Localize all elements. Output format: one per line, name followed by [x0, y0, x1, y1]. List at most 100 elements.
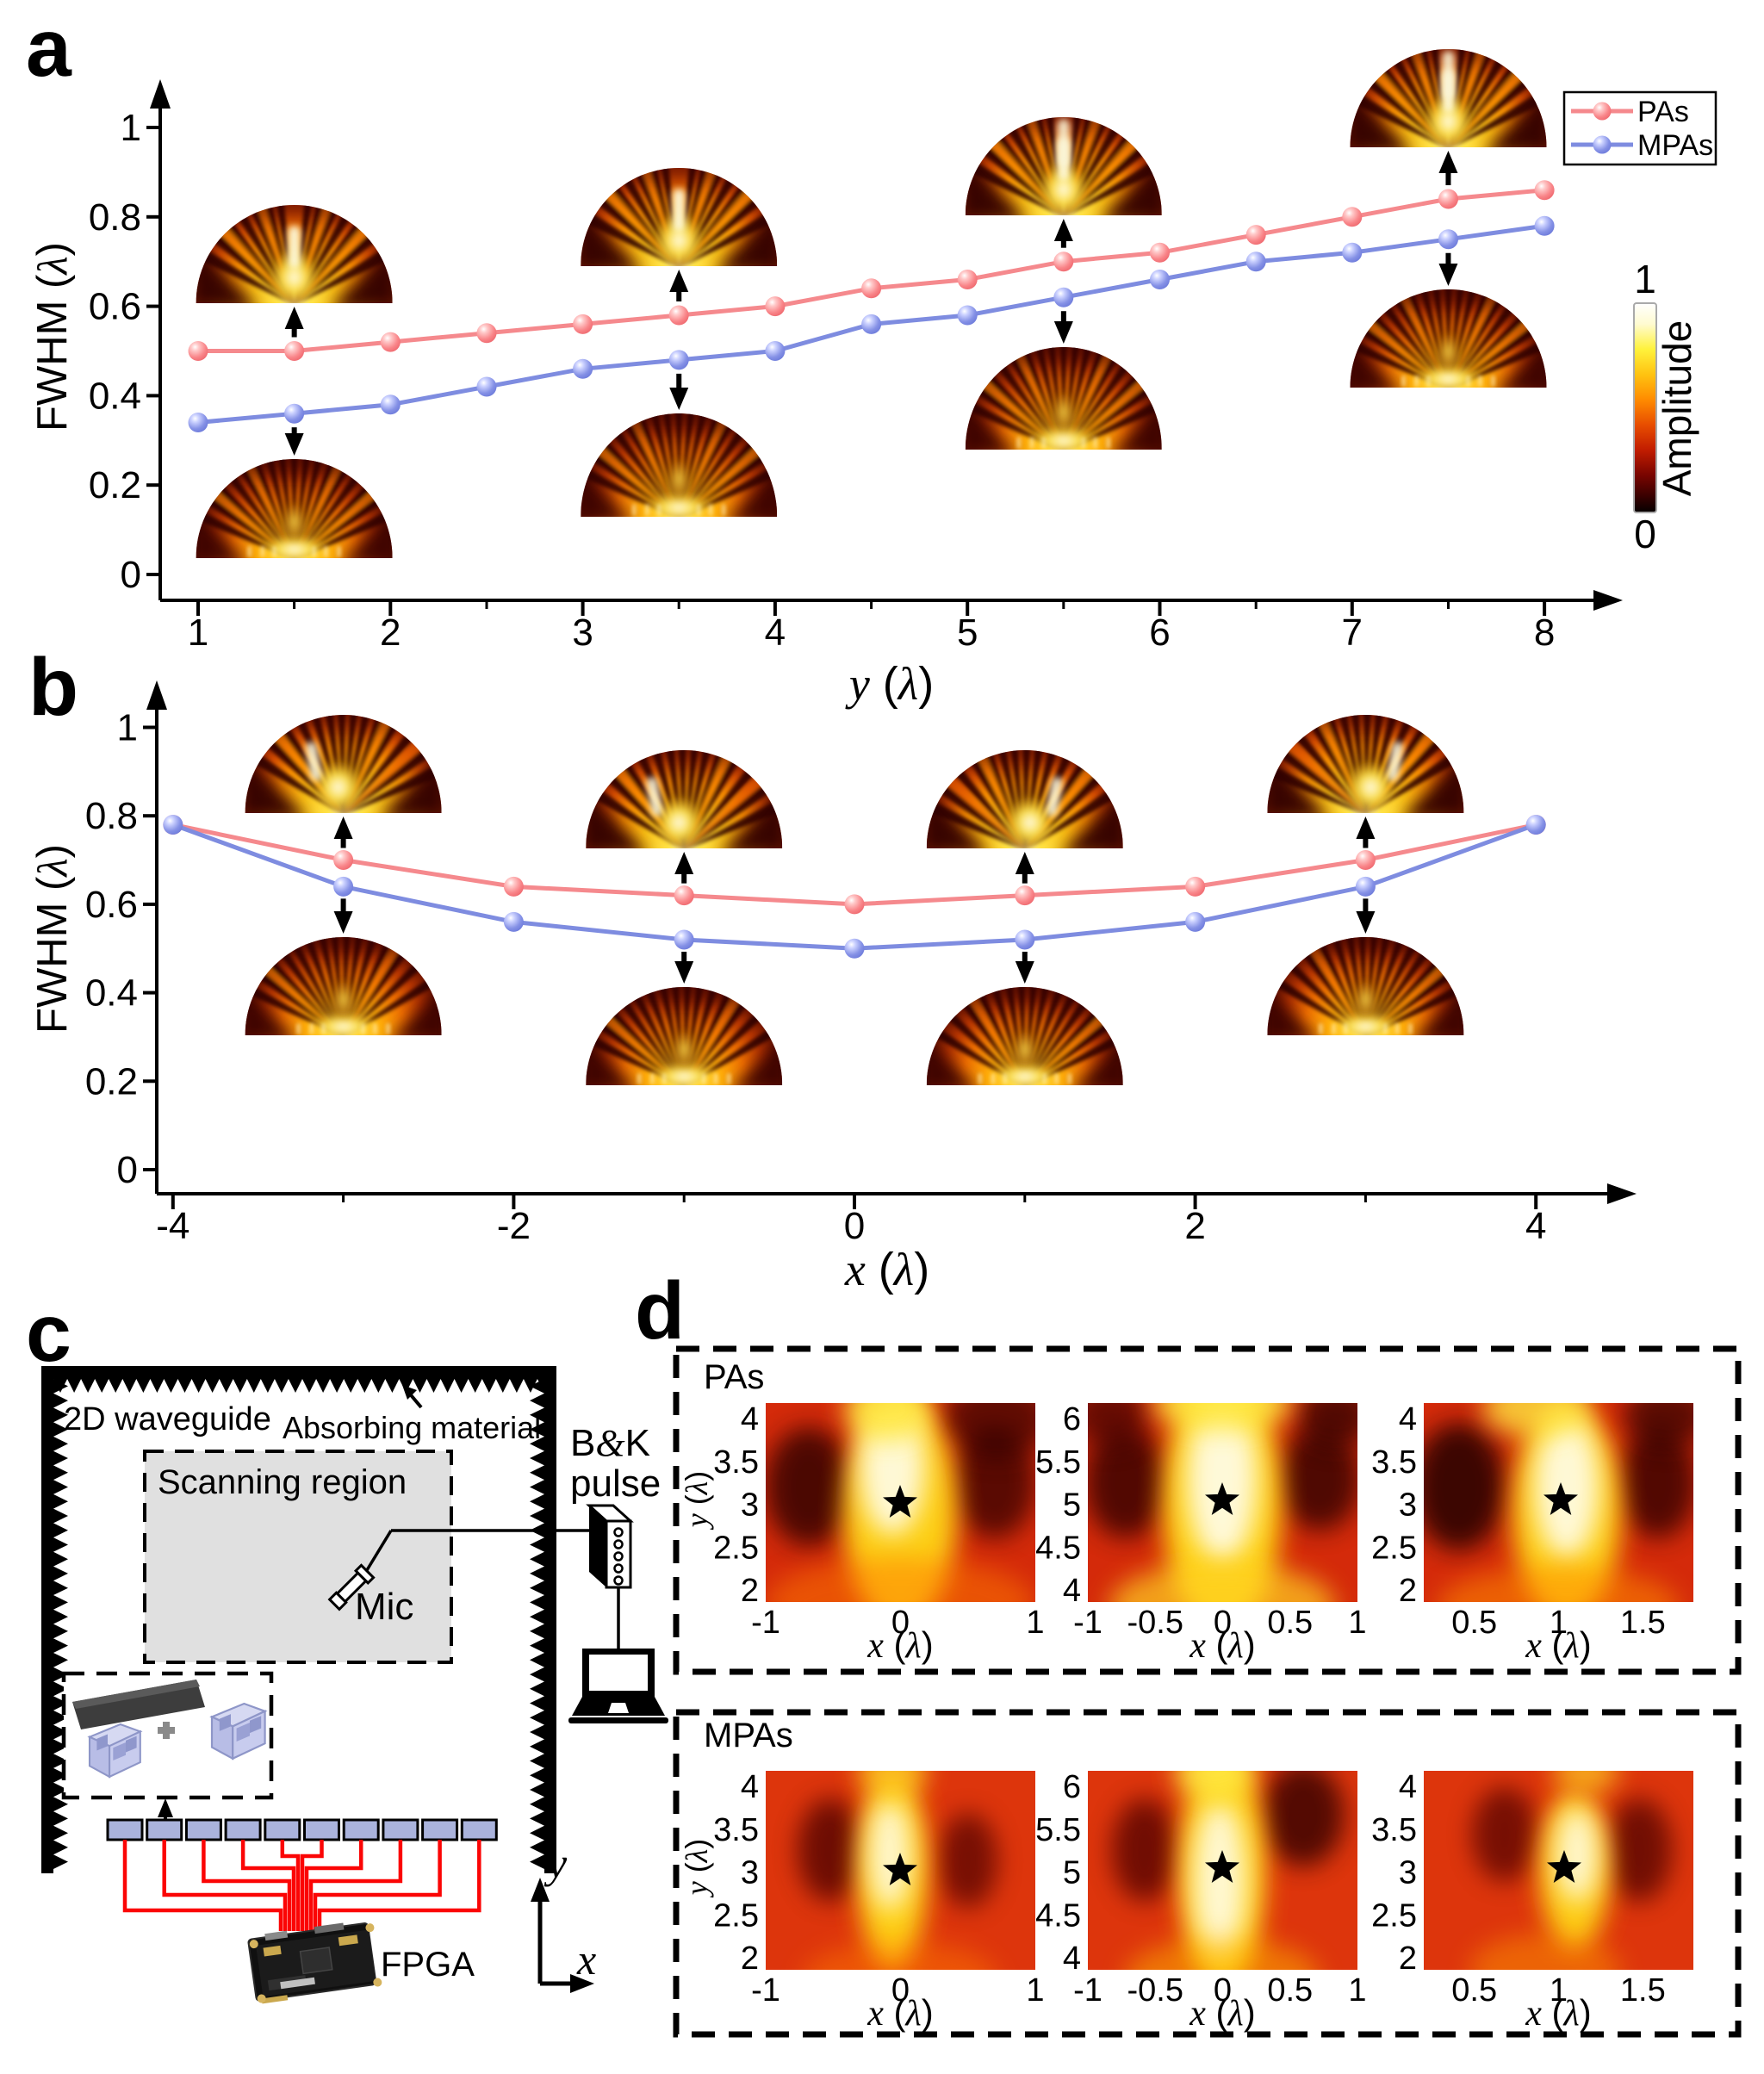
- svg-text:5: 5: [1063, 1855, 1081, 1891]
- svg-text:1: 1: [117, 707, 138, 749]
- svg-text:4: 4: [1399, 1769, 1417, 1805]
- svg-text:0: 0: [844, 1205, 865, 1247]
- svg-text:x (λ): x (λ): [1525, 1992, 1592, 2034]
- svg-text:2.5: 2.5: [713, 1897, 759, 1934]
- svg-text:2D waveguide: 2D waveguide: [64, 1401, 271, 1438]
- svg-text:-2: -2: [497, 1205, 531, 1247]
- svg-text:5.5: 5.5: [1035, 1444, 1081, 1481]
- svg-text:4: 4: [765, 612, 786, 654]
- svg-text:0: 0: [1214, 1972, 1232, 2009]
- svg-text:x (λ): x (λ): [866, 1992, 934, 2034]
- svg-text:2.5: 2.5: [1371, 1897, 1417, 1934]
- svg-text:1: 1: [1348, 1972, 1366, 2009]
- svg-text:5: 5: [1063, 1487, 1081, 1524]
- svg-text:1: 1: [1026, 1972, 1044, 2009]
- svg-text:b: b: [28, 642, 78, 733]
- svg-text:1.5: 1.5: [1620, 1972, 1666, 2009]
- svg-text:0: 0: [117, 1149, 138, 1191]
- svg-text:3: 3: [1399, 1855, 1417, 1891]
- svg-text:1: 1: [188, 612, 208, 654]
- svg-text:4: 4: [1063, 1573, 1081, 1609]
- svg-text:1.5: 1.5: [1620, 1605, 1666, 1641]
- svg-text:4: 4: [741, 1401, 759, 1438]
- svg-text:4: 4: [1525, 1205, 1546, 1247]
- svg-text:y (λ): y (λ): [679, 1471, 714, 1531]
- svg-text:4.5: 4.5: [1035, 1530, 1081, 1566]
- svg-text:-1: -1: [1073, 1972, 1102, 2009]
- svg-text:-0.5: -0.5: [1127, 1972, 1183, 2009]
- svg-text:2: 2: [380, 612, 401, 654]
- svg-text:3.5: 3.5: [713, 1444, 759, 1481]
- svg-text:-1: -1: [751, 1605, 780, 1641]
- svg-text:6: 6: [1063, 1401, 1081, 1438]
- svg-text:3.5: 3.5: [713, 1812, 759, 1848]
- svg-text:4.5: 4.5: [1035, 1897, 1081, 1934]
- svg-text:FWHM (λ): FWHM (λ): [28, 242, 76, 432]
- svg-text:0.5: 0.5: [1267, 1972, 1313, 2009]
- svg-text:2: 2: [1399, 1573, 1417, 1609]
- svg-text:Scanning region: Scanning region: [158, 1463, 407, 1501]
- svg-text:Absorbing material: Absorbing material: [283, 1410, 541, 1445]
- svg-text:0.6: 0.6: [85, 884, 138, 926]
- svg-text:3: 3: [1399, 1487, 1417, 1524]
- svg-text:Amplitude: Amplitude: [1655, 320, 1699, 497]
- svg-text:2: 2: [741, 1573, 759, 1609]
- svg-text:x (λ): x (λ): [844, 1244, 929, 1295]
- svg-text:4: 4: [1063, 1940, 1081, 1977]
- svg-text:0.5: 0.5: [1451, 1605, 1497, 1641]
- svg-text:7: 7: [1342, 612, 1363, 654]
- svg-text:2: 2: [1184, 1205, 1205, 1247]
- svg-text:1: 1: [1348, 1605, 1366, 1641]
- svg-text:B&K: B&K: [570, 1422, 650, 1464]
- svg-text:2: 2: [1399, 1940, 1417, 1977]
- svg-text:0: 0: [891, 1605, 910, 1641]
- svg-text:8: 8: [1534, 612, 1555, 654]
- svg-text:6: 6: [1149, 612, 1170, 654]
- svg-text:y (λ): y (λ): [679, 1839, 714, 1898]
- svg-text:MPAs: MPAs: [704, 1717, 793, 1754]
- svg-text:y (λ): y (λ): [845, 658, 934, 710]
- svg-text:1: 1: [1550, 1605, 1568, 1641]
- svg-text:PAs: PAs: [704, 1358, 764, 1396]
- svg-text:0: 0: [121, 554, 141, 596]
- svg-text:1: 1: [121, 107, 141, 149]
- svg-text:x (λ): x (λ): [1189, 1624, 1256, 1666]
- svg-text:0.4: 0.4: [85, 972, 138, 1015]
- svg-text:5.5: 5.5: [1035, 1812, 1081, 1848]
- svg-text:0.4: 0.4: [89, 375, 141, 417]
- svg-text:0: 0: [1634, 512, 1656, 556]
- svg-text:2.5: 2.5: [713, 1530, 759, 1566]
- svg-text:d: d: [635, 1265, 685, 1357]
- svg-text:-0.5: -0.5: [1127, 1605, 1183, 1641]
- svg-text:0.5: 0.5: [1451, 1972, 1497, 2009]
- svg-text:5: 5: [957, 612, 978, 654]
- svg-text:c: c: [26, 1288, 71, 1379]
- svg-text:FPGA: FPGA: [381, 1946, 475, 1984]
- svg-text:1: 1: [1550, 1972, 1568, 2009]
- svg-text:x (λ): x (λ): [1525, 1624, 1592, 1666]
- svg-text:-1: -1: [751, 1972, 780, 2009]
- svg-text:FWHM (λ): FWHM (λ): [28, 844, 76, 1034]
- svg-text:3.5: 3.5: [1371, 1812, 1417, 1848]
- svg-text:2: 2: [741, 1940, 759, 1977]
- svg-text:y: y: [543, 1839, 568, 1887]
- svg-text:MPAs: MPAs: [1637, 129, 1713, 162]
- svg-text:PAs: PAs: [1637, 96, 1689, 128]
- svg-text:6: 6: [1063, 1769, 1081, 1805]
- svg-text:-4: -4: [156, 1205, 189, 1247]
- svg-text:0: 0: [891, 1972, 910, 2009]
- svg-text:3: 3: [741, 1855, 759, 1891]
- svg-text:0.8: 0.8: [89, 196, 141, 239]
- svg-text:1: 1: [1026, 1605, 1044, 1641]
- svg-text:x (λ): x (λ): [1189, 1992, 1256, 2034]
- svg-text:0.5: 0.5: [1267, 1605, 1313, 1641]
- svg-text:3.5: 3.5: [1371, 1444, 1417, 1481]
- svg-text:0.2: 0.2: [89, 464, 141, 506]
- svg-text:Mic: Mic: [355, 1586, 413, 1628]
- svg-text:4: 4: [741, 1769, 759, 1805]
- svg-text:x: x: [576, 1935, 596, 1984]
- svg-text:pulse: pulse: [570, 1462, 661, 1505]
- svg-text:a: a: [26, 3, 72, 94]
- svg-text:-1: -1: [1073, 1605, 1102, 1641]
- svg-text:0: 0: [1214, 1605, 1232, 1641]
